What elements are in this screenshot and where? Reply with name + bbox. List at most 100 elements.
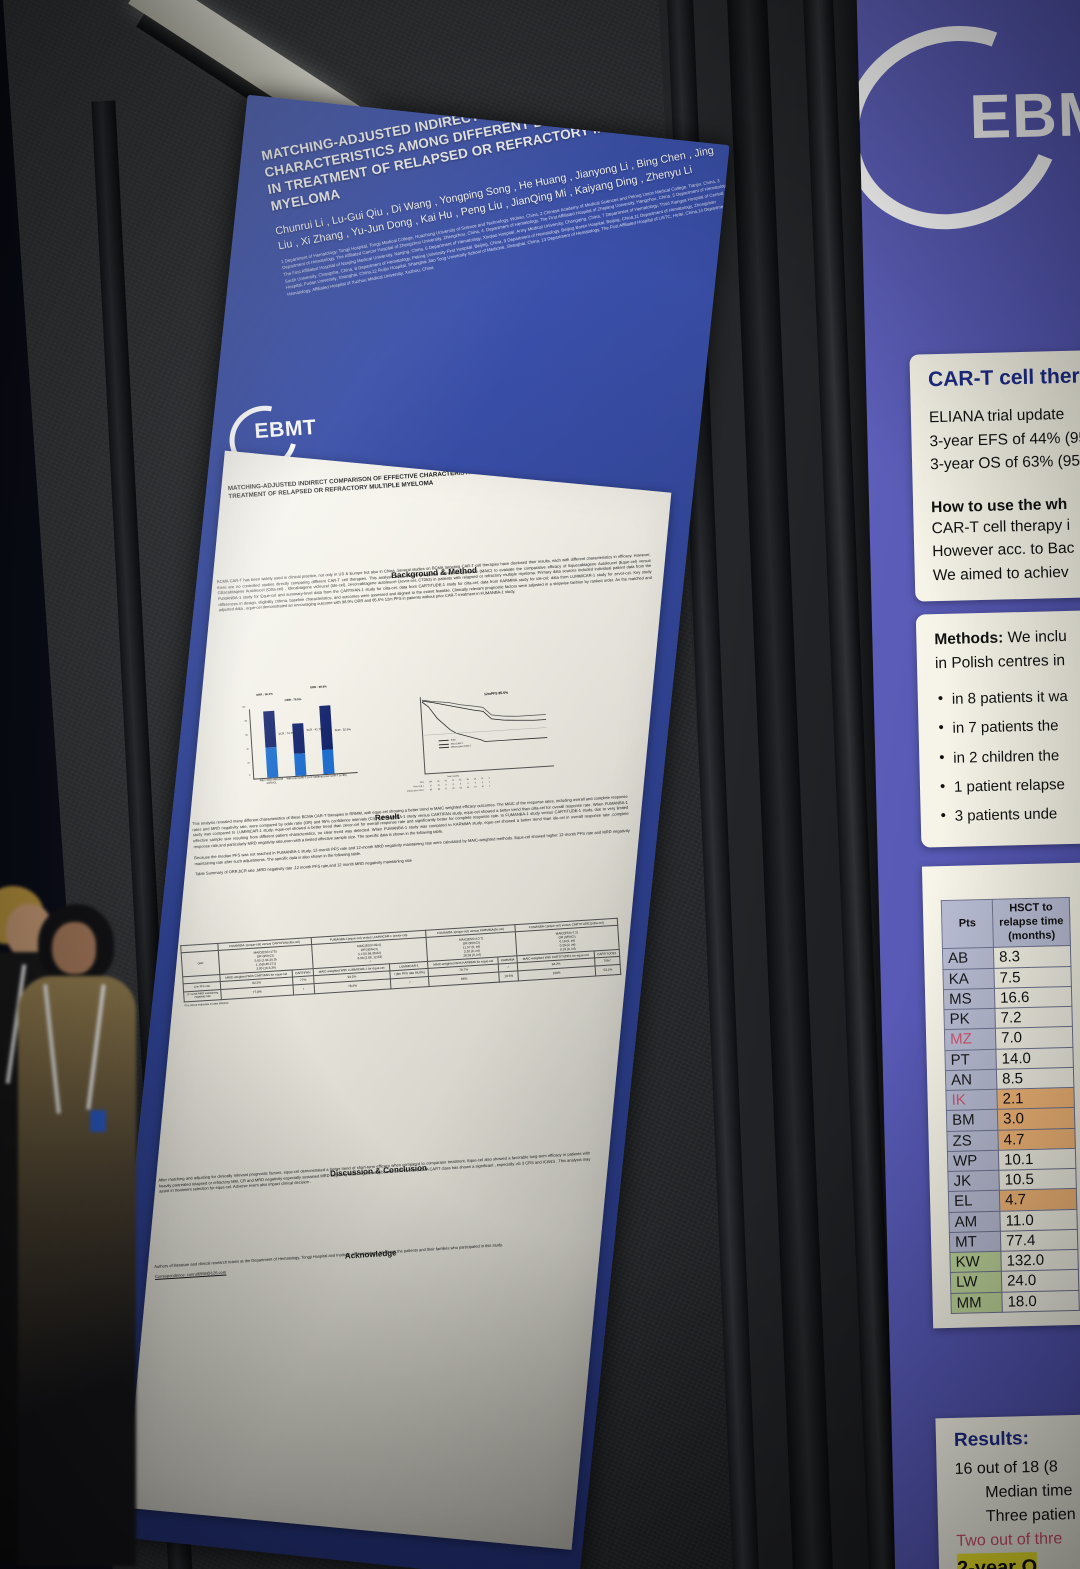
attendee-back-body	[18, 976, 136, 1566]
cell-hsct-months: 16.6	[994, 986, 1072, 1009]
results-line-1: 16 out of 18 (8	[954, 1458, 1059, 1478]
row-label-12m-mrd: 12 month MRD maintaining negativity rate	[183, 989, 222, 1002]
methods-line: Methods: We inclu	[934, 621, 1080, 652]
methods-heading: Methods:	[934, 629, 1004, 649]
cell-pts: MM	[950, 1291, 1003, 1314]
summary-data-table-wrap: FUMANBA-1(eque-cel) versus CARTIFAN(cilt…	[180, 918, 621, 1008]
ebmt-logo-text: EBMT	[253, 415, 318, 444]
km-curve-total	[421, 700, 547, 721]
km-risk-rows: Total 103 96 91 73 62 38 25 12 3 Prior CAR-T…	[403, 775, 494, 795]
cell-pts: KW	[949, 1251, 1002, 1273]
bar-label-cr-noprior: bCR : 52.9%	[334, 727, 351, 733]
cell-hsct-months: 4.7	[997, 1127, 1076, 1151]
bar-xlabel-prior: With prior CAR-T (n=17)	[286, 775, 315, 781]
cell-hsct-months: 10.1	[998, 1148, 1076, 1171]
cell-pts: MZ	[944, 1028, 996, 1051]
right-poster-methods-card: Methods: We inclu in Polish centres in i…	[915, 606, 1080, 848]
cell-pts: KA	[942, 967, 995, 990]
methods-line-1: We inclu	[1007, 627, 1067, 647]
background-text: BCMA CAR-T has been widely used in clini…	[216, 551, 653, 613]
cell-hsct-months: 77.4	[1000, 1229, 1078, 1252]
cell-pts: AN	[945, 1069, 997, 1091]
bar-segment-cr-noprior	[322, 749, 335, 775]
km-risk-table: Time (months) Total 103 96 91 73 62 38 25 12…	[403, 773, 494, 795]
cell-pts: LW	[950, 1271, 1002, 1293]
cell-pts: PK	[943, 1008, 996, 1030]
bar-label-orr-all: ORR : 96.3%	[255, 691, 273, 697]
results-heading: Results:	[953, 1428, 1030, 1451]
bar-segment-orr-prior	[292, 723, 306, 754]
attendee-back-badge	[90, 1110, 106, 1132]
poster-content-panel: MATCHING-ADJUSTED INDIRECT COMPARISON OF…	[125, 450, 672, 1550]
cell-hsct-months: 3.0	[997, 1107, 1075, 1130]
cell-pts: WP	[947, 1150, 999, 1172]
discussion-text: After matching and adjusting for clinica…	[158, 1150, 591, 1194]
conference-attendees	[0, 880, 165, 1569]
cell-hsct-months: 8.3	[993, 945, 1071, 968]
bar-label-orr-noprior: ORR : 98.9%	[309, 684, 327, 690]
cell-mrd-4: /	[390, 976, 430, 989]
bar-segment-cr-all	[265, 746, 279, 778]
bar-ytick-20: 20	[247, 762, 250, 765]
cell-pts: ZS	[946, 1129, 999, 1152]
cell-mrd-8: 53.1%	[594, 964, 621, 976]
cell-hsct-months: 24.0	[1001, 1269, 1079, 1292]
cell-hsct-months: 132.0	[1000, 1249, 1079, 1272]
bar-ytick-40: 40	[246, 748, 249, 751]
bar-segment-cr-prior	[294, 753, 307, 776]
cell-mrd-6: 19.5%	[499, 970, 519, 982]
cell-hsct-months: 18.0	[1001, 1289, 1080, 1312]
right-poster-heading: CAR-T cell ther	[927, 364, 1080, 392]
km-legend: Total Prior CAR-T Without prior CAR-T	[438, 738, 471, 751]
cell-hsct-months: 7.5	[993, 965, 1072, 989]
bar-segment-orr-all	[263, 710, 277, 748]
km-curve-noprior	[421, 699, 546, 717]
results-highlight: 2-year O	[956, 1551, 1038, 1569]
cell-hsct-months: 8.5	[996, 1067, 1074, 1090]
bar-ytick-60: 60	[245, 734, 249, 737]
bar-ytick-80: 80	[244, 720, 248, 723]
cell-hsct-months: 7.0	[995, 1026, 1073, 1049]
bar-ytick-0: 0	[249, 774, 251, 777]
ebmt-logo-right: EBMT	[968, 78, 1080, 153]
km-ref-line	[424, 727, 547, 736]
col-header-pts: Pts	[941, 899, 994, 949]
bar-label-orr-prior: ORR : 76.5%	[284, 697, 302, 703]
cell-pts: AM	[948, 1210, 1001, 1233]
attendee-back-head	[52, 922, 96, 974]
cell-pts: MT	[949, 1231, 1001, 1253]
cell-pts: EL	[948, 1190, 1000, 1213]
patients-table-header-row: Pts HSCT to relapse time (months)	[941, 897, 1071, 949]
bar-group-all	[263, 710, 279, 778]
patients-relapse-table: Pts HSCT to relapse time (months) AB 8.3 K…	[941, 897, 1080, 1314]
cell-hsct-months: 7.2	[994, 1006, 1073, 1029]
right-poster-table-card: D Pts HSCT to relapse time (months) AB8.…	[921, 858, 1080, 1329]
right-poster-results-card: Results: 16 out of 18 (8 Median time Thr…	[935, 1410, 1080, 1569]
bar-ytick-100: 100	[241, 706, 246, 709]
orr-cr-bar-chart: 100 80 60 40 20 0 ORR : 96.3%	[242, 684, 358, 785]
cell-pts: AB	[942, 947, 994, 970]
col-header-hsct: HSCT to relapse time (months)	[992, 897, 1071, 948]
km-curves	[421, 699, 548, 742]
cell-pts: PT	[944, 1048, 997, 1071]
cell-hsct-months: 4.7	[999, 1188, 1077, 1211]
bar-xlabel-noprior: Without prior CAR-T (n=85)	[314, 773, 347, 779]
cell-pts: JK	[947, 1170, 1000, 1192]
cell-hsct-months: 10.5	[998, 1168, 1077, 1191]
bar-chart-y-axis	[248, 709, 255, 780]
row-label-orr: ORR	[181, 950, 220, 977]
cell-mrd-2: /	[293, 983, 315, 995]
cell-pts: MS	[943, 988, 995, 1010]
eliana-line-1: ELIANA trial update	[928, 405, 1065, 427]
bar-group-noprior	[319, 705, 335, 775]
panel-title: MATCHING-ADJUSTED INDIRECT COMPARISON OF…	[227, 458, 628, 501]
right-poster-intro-card: CAR-T cell ther ELIANA trial update 3-ye…	[909, 346, 1080, 602]
cell-hsct-months: 2.1	[996, 1087, 1075, 1110]
pfs-kaplan-meier-chart: 12mPFS 85.5% Total Prior CAR-T Without p…	[407, 689, 555, 793]
cell-hsct-months: 14.0	[995, 1046, 1074, 1070]
cell-pts: BM	[946, 1109, 998, 1132]
right-poster[interactable]: EBMT CAR-T cell ther ELIANA trial update…	[856, 0, 1080, 1569]
bar-xlabel-all: All(n=103) sRR/sCR sCR/sCL	[259, 777, 284, 785]
cell-hsct-months: 11.0	[999, 1208, 1078, 1232]
